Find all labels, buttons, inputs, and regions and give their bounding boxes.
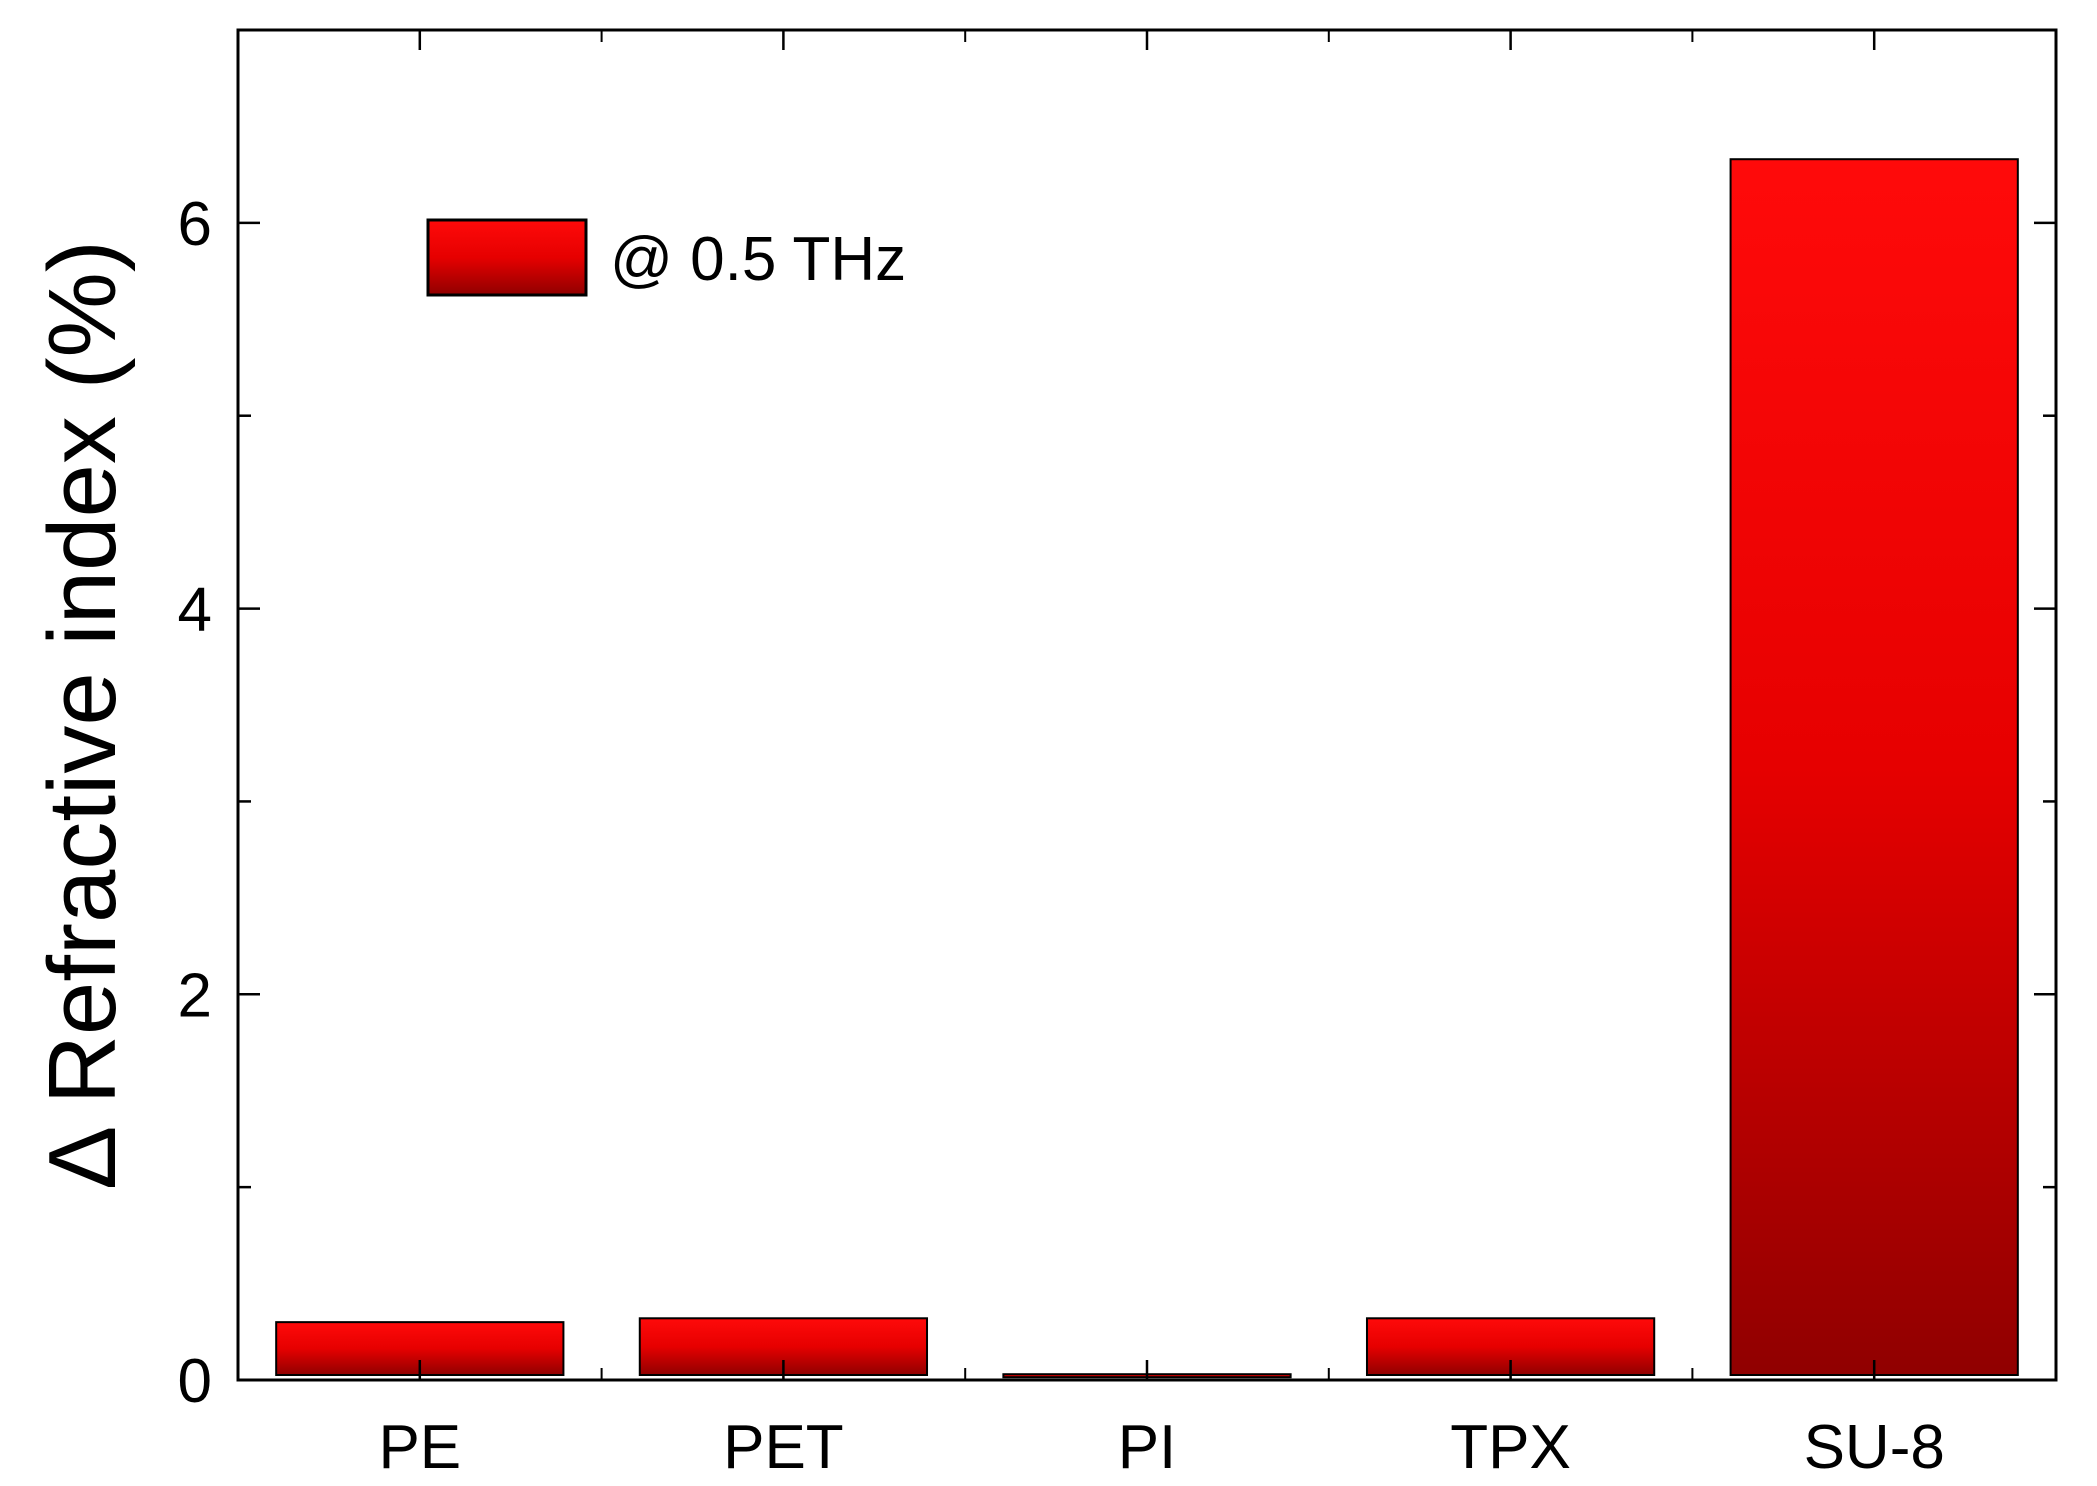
plot-frame	[236, 28, 2058, 1382]
bars	[275, 158, 2019, 1379]
legend-swatch	[426, 218, 588, 297]
legend: @ 0.5 THz	[426, 218, 906, 297]
y-tick-label-4: 4	[178, 576, 212, 645]
x-tick-labels: PE PET PI TPX SU-8	[378, 1413, 1944, 1482]
y-tick-labels: 0 2 4 6	[178, 190, 212, 1416]
y-tick-label-2: 2	[178, 961, 212, 1030]
x-tick-label-pi: PI	[1118, 1413, 1177, 1482]
x-tick-label-pet: PET	[723, 1413, 844, 1482]
y-tick-label-0: 0	[178, 1347, 212, 1416]
bar-su-8	[1729, 158, 2019, 1377]
y-axis-title: Δ Refractive index (%)	[29, 240, 136, 1190]
y-tick-label-6: 6	[178, 190, 212, 259]
x-tick-label-tpx: TPX	[1450, 1413, 1571, 1482]
x-tick-label-su-8: SU-8	[1804, 1413, 1945, 1482]
legend-label: @ 0.5 THz	[610, 225, 906, 294]
x-tick-label-pe: PE	[378, 1413, 461, 1482]
